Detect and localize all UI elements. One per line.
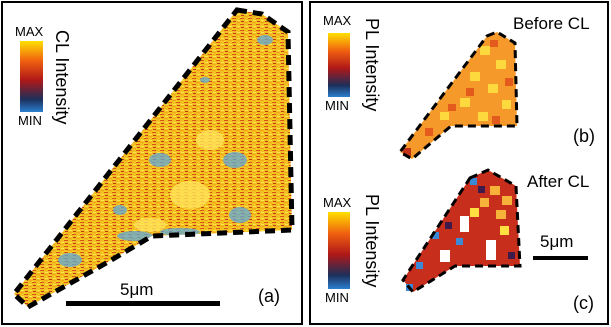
panel-c-label: (c) [573, 293, 594, 313]
colorbar-c-label: PL Intensity [362, 194, 382, 288]
colorbar-b-label: PL Intensity [362, 18, 382, 112]
colorbar-c-max: MAX [323, 195, 352, 210]
scale-bar-c [533, 256, 588, 260]
colorbar-c [328, 212, 350, 289]
colorbar-b [328, 33, 350, 97]
scale-bar-a-label: 5μm [120, 280, 154, 299]
pl-map-before [397, 30, 519, 161]
pl-map-after [401, 168, 522, 294]
panel-bc-frame [309, 1, 609, 325]
colorbar-a-max: MAX [15, 24, 44, 39]
panel-b-label: (b) [573, 126, 595, 146]
colorbar-b-min: MIN [325, 98, 349, 113]
scale-bar-c-label: 5μm [540, 232, 574, 251]
caption-after-cl: After CL [527, 172, 590, 191]
caption-before-cl: Before CL [513, 14, 590, 33]
scale-bar-a [66, 301, 220, 306]
colorbar-a-min: MIN [18, 113, 42, 128]
colorbar-a [20, 41, 43, 112]
panel-a-label: (a) [258, 286, 280, 306]
colorbar-a-label: CL Intensity [52, 30, 72, 125]
colorbar-b-max: MAX [323, 13, 352, 28]
colorbar-c-min: MIN [325, 290, 349, 305]
